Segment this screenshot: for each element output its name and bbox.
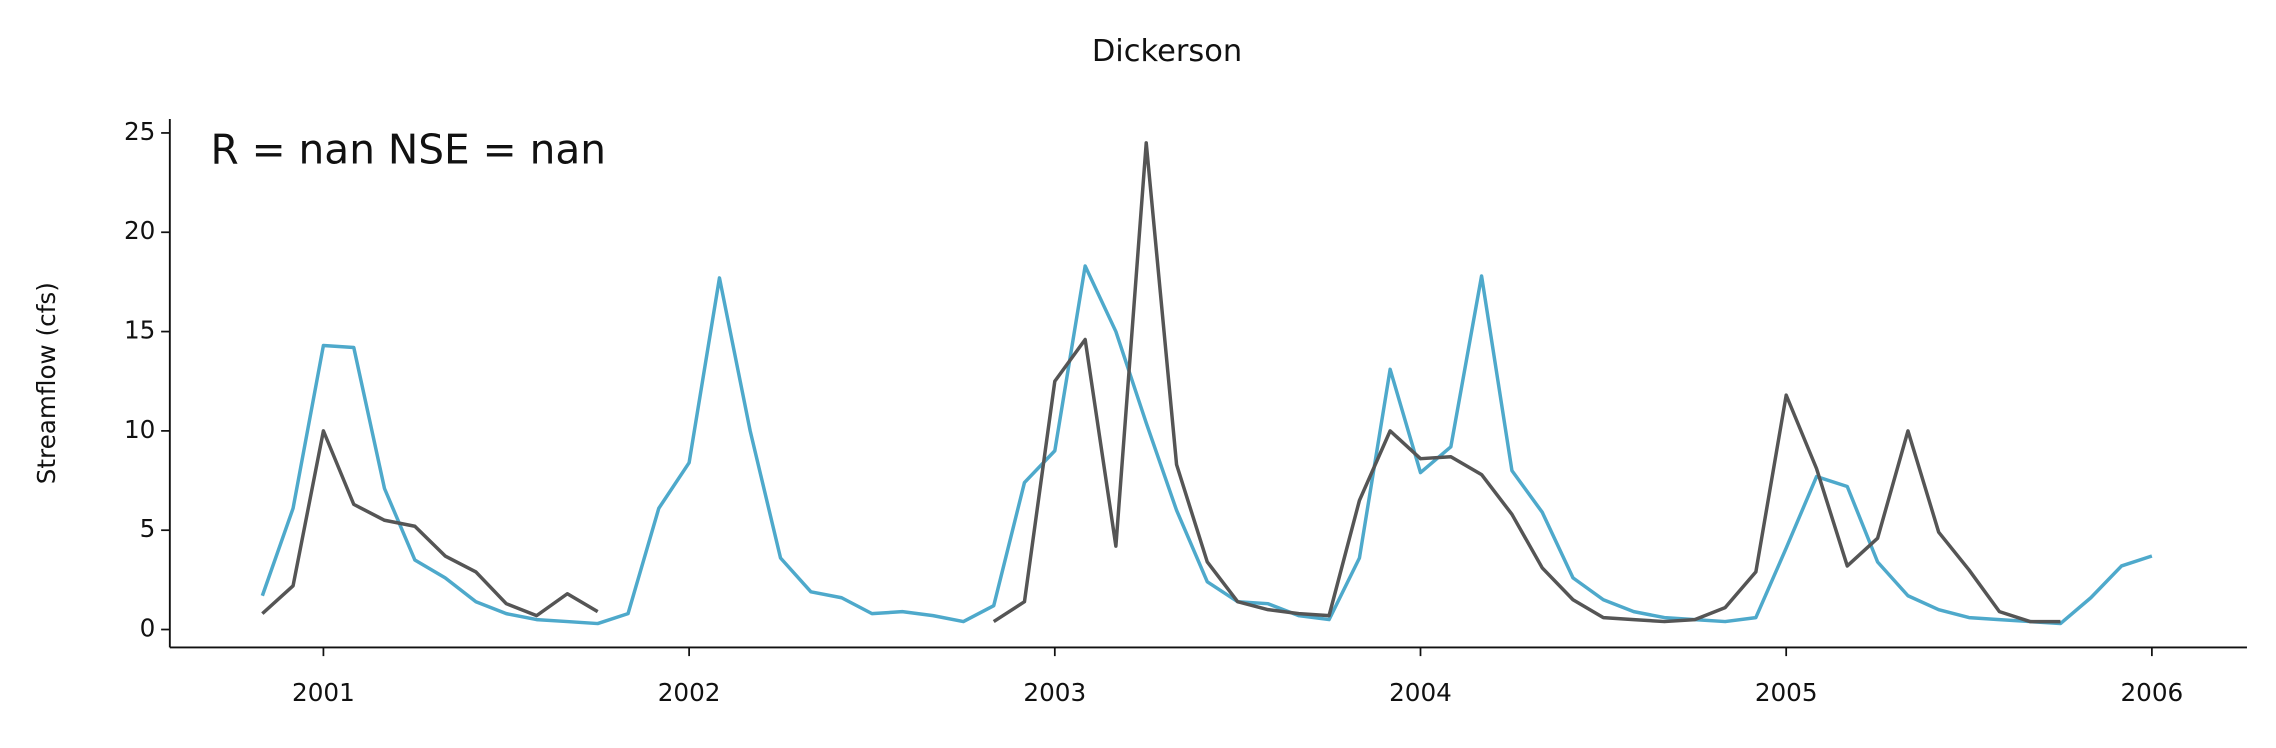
x-tick-label: 2002 [658,678,721,707]
y-tick-label: 0 [140,614,156,643]
annotation: R = nan NSE = nan [210,125,606,173]
chart-title: Dickerson [1092,34,1242,69]
x-tick-label: 2001 [292,678,355,707]
y-tick-label: 5 [140,514,156,543]
x-tick-label: 2006 [2121,678,2184,707]
series-line [260,264,2153,626]
x-tick-label: 2005 [1755,678,1818,707]
y-tick-label: 15 [124,316,155,345]
x-tick-label: 2003 [1023,678,1086,707]
series-line [261,141,2061,624]
y-tick-label: 10 [124,415,155,444]
x-tick-label: 2004 [1389,678,1452,707]
y-axis-label: Streamflow (cfs) [32,282,61,484]
y-tick-label: 20 [124,216,155,245]
y-tick-label: 25 [124,117,155,146]
